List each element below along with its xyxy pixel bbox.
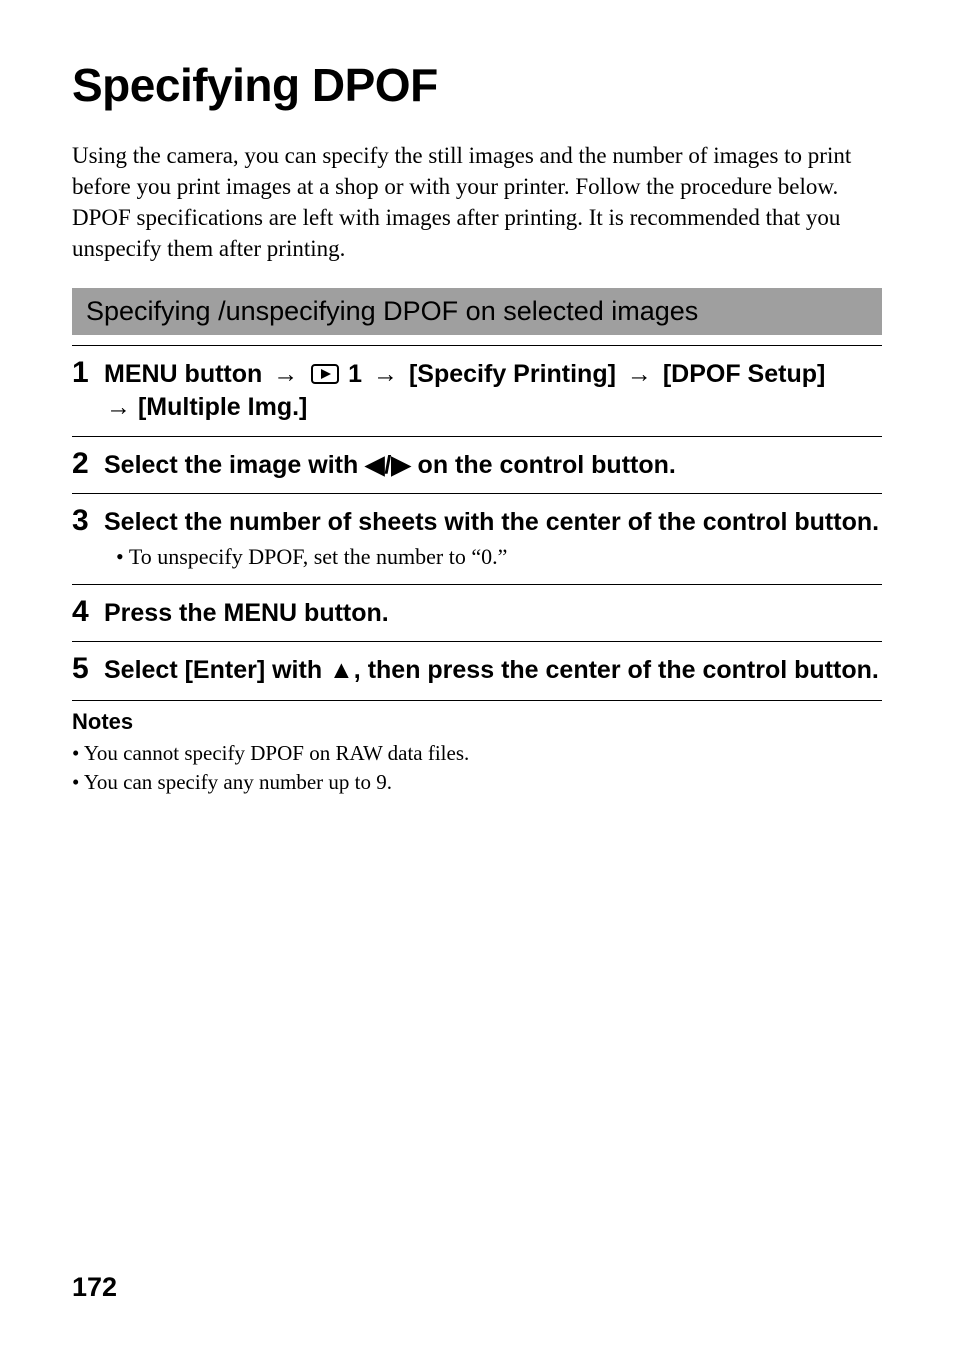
notes-section: Notes You cannot specify DPOF on RAW dat… — [72, 700, 882, 796]
step1-seg2: [DPOF Setup] — [663, 360, 826, 388]
step1-seg1: [Specify Printing] — [409, 360, 616, 388]
step-row: 2 Select the image with ◀/▶ on the contr… — [72, 447, 882, 481]
left-triangle-icon: ◀ — [365, 451, 384, 479]
step1-pre: MENU button — [104, 360, 262, 388]
step2-post: on the control button. — [411, 451, 676, 479]
step-row: 3 Select the number of sheets with the c… — [72, 504, 882, 538]
notes-heading: Notes — [72, 709, 882, 735]
step-text: MENU button → 1 → [Specify Printing] → [… — [104, 359, 825, 392]
step-number: 3 — [72, 504, 94, 537]
step-number: 4 — [72, 595, 94, 628]
step-5: 5 Select [Enter] with ▲, then press the … — [72, 641, 882, 698]
step1-line2: [Multiple Img.] — [138, 393, 307, 421]
page-number: 172 — [72, 1272, 117, 1303]
intro-paragraph: Using the camera, you can specify the st… — [72, 140, 882, 264]
step-row: 5 Select [Enter] with ▲, then press the … — [72, 652, 882, 686]
step-row: 1 MENU button → 1 → [Specify Printing] →… — [72, 356, 882, 392]
step2-pre: Select the image with — [104, 451, 365, 479]
arrow-right-icon: → — [623, 360, 656, 388]
step3-bullet: To unspecify DPOF, set the number to “0.… — [116, 538, 882, 572]
page-title: Specifying DPOF — [72, 58, 882, 112]
arrow-right-icon: → — [269, 360, 302, 388]
notes-item-text: You cannot specify DPOF on RAW data file… — [84, 741, 469, 765]
notes-item: You can specify any number up to 9. — [72, 768, 882, 796]
right-triangle-icon: ▶ — [391, 451, 410, 479]
step-4: 4 Press the MENU button. — [72, 584, 882, 641]
step5-post: , then press the center of the control b… — [354, 656, 879, 684]
playback-menu-icon — [311, 361, 339, 392]
step-text: Select the number of sheets with the cen… — [104, 507, 879, 538]
step-text: Select [Enter] with ▲, then press the ce… — [104, 655, 879, 686]
step-2: 2 Select the image with ◀/▶ on the contr… — [72, 436, 882, 493]
arrow-right-icon: → — [369, 360, 402, 388]
step-number: 1 — [72, 356, 94, 389]
intro-text: Using the camera, you can specify the st… — [72, 143, 851, 261]
page-container: Specifying DPOF Using the camera, you ca… — [0, 0, 954, 1345]
step-row: 4 Press the MENU button. — [72, 595, 882, 629]
up-triangle-icon: ▲ — [329, 656, 354, 684]
step3-bullet-text: To unspecify DPOF, set the number to “0.… — [129, 544, 508, 569]
step-number: 5 — [72, 652, 94, 685]
step-number: 2 — [72, 447, 94, 480]
step-3: 3 Select the number of sheets with the c… — [72, 493, 882, 584]
step-1: 1 MENU button → 1 → [Specify Printing] →… — [72, 345, 882, 436]
step5-pre: Select [Enter] with — [104, 656, 329, 684]
arrow-right-icon: → — [106, 393, 131, 421]
step1-line2-wrap: → [Multiple Img.] — [106, 392, 882, 423]
section-heading-bar: Specifying /unspecifying DPOF on selecte… — [72, 288, 882, 335]
step1-menu-num: 1 — [348, 360, 362, 388]
step-text: Select the image with ◀/▶ on the control… — [104, 450, 676, 481]
notes-item: You cannot specify DPOF on RAW data file… — [72, 739, 882, 767]
notes-item-text: You can specify any number up to 9. — [84, 770, 392, 794]
step-text: Press the MENU button. — [104, 598, 389, 629]
section-heading-text: Specifying /unspecifying DPOF on selecte… — [86, 296, 698, 326]
